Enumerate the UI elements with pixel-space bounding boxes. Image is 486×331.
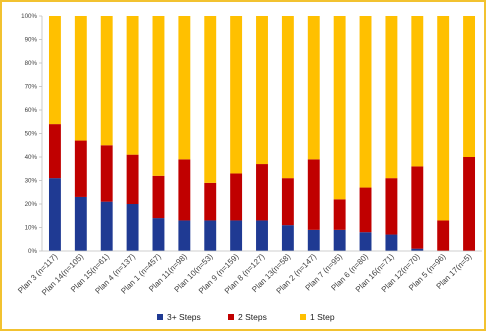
bar-segment — [74, 16, 87, 141]
bar-stack — [48, 16, 61, 251]
bar-segment — [281, 178, 294, 226]
bar-stack — [178, 16, 191, 251]
bar-segment — [126, 16, 139, 155]
bar-segment — [256, 164, 268, 221]
bar-segment — [152, 16, 165, 176]
bar-stack — [152, 16, 165, 251]
y-tick-label: 90% — [25, 37, 38, 44]
legend-label: 3+ Steps — [167, 312, 201, 322]
bar-segment — [256, 16, 268, 165]
y-tick-label: 100% — [21, 13, 37, 20]
bar-segment — [204, 220, 217, 251]
bar-stack — [385, 16, 398, 251]
bar-stack — [204, 16, 217, 251]
bar-segment — [152, 175, 165, 219]
y-tick-label: 80% — [25, 60, 38, 67]
legend-swatch — [228, 314, 234, 320]
bar-segment — [385, 178, 398, 235]
bar-stack — [463, 16, 476, 251]
bar-segment — [152, 218, 165, 251]
y-axis: 0% 10% 20% 30% 40% 50% 60% 70% 80% 90% 100% — [21, 13, 43, 255]
bar-segment — [411, 248, 424, 251]
bars-group — [48, 16, 476, 251]
bar-segment — [359, 232, 372, 251]
bar-segment — [385, 234, 398, 251]
bar-segment — [100, 201, 113, 251]
bar-segment — [126, 204, 139, 251]
bar-segment — [307, 16, 320, 160]
y-tick-label: 40% — [25, 154, 38, 161]
bar-segment — [411, 166, 424, 249]
bar-segment — [230, 173, 243, 221]
bar-stack — [256, 16, 268, 251]
bar-segment — [307, 159, 320, 230]
bar-segment — [333, 229, 346, 251]
bar-segment — [74, 196, 87, 251]
bar-segment — [333, 199, 346, 230]
bar-segment — [178, 220, 191, 251]
bar-stack — [437, 16, 450, 251]
bar-stack — [411, 16, 424, 251]
bar-segment — [204, 182, 217, 221]
legend: 3+ Steps 2 Steps 1 Step — [157, 312, 335, 322]
bar-segment — [281, 16, 294, 179]
y-tick-label: 60% — [25, 107, 38, 114]
bar-segment — [463, 16, 476, 157]
legend-swatch — [157, 314, 163, 320]
bar-segment — [359, 16, 372, 188]
bar-segment — [230, 220, 243, 251]
y-tick-label: 30% — [25, 178, 38, 185]
bar-stack — [307, 16, 320, 251]
bar-segment — [48, 124, 61, 179]
bar-segment — [281, 225, 294, 251]
bar-segment — [48, 178, 61, 251]
bar-segment — [307, 229, 320, 251]
bar-segment — [100, 145, 113, 202]
bar-segment — [48, 16, 61, 125]
bar-segment — [230, 16, 243, 174]
bar-segment — [256, 220, 268, 251]
y-tick-label: 10% — [25, 225, 38, 232]
bar-stack — [74, 16, 87, 251]
bar-stack — [126, 16, 139, 251]
bar-segment — [333, 16, 346, 200]
bar-stack — [281, 16, 294, 251]
bar-segment — [463, 157, 476, 251]
bar-segment — [100, 16, 113, 146]
bar-stack — [100, 16, 113, 251]
bar-segment — [178, 159, 191, 221]
y-tick-label: 70% — [25, 84, 38, 91]
x-axis: Plan 3 (n=117)Plan 14(n=105)Plan 15(n=61… — [16, 250, 482, 297]
bar-segment — [385, 16, 398, 179]
bar-segment — [178, 16, 191, 160]
legend-swatch — [300, 314, 306, 320]
bar-stack — [230, 16, 243, 251]
bar-stack — [359, 16, 372, 251]
bar-segment — [204, 16, 217, 183]
legend-label: 1 Step — [310, 312, 335, 322]
legend-label: 2 Steps — [238, 312, 267, 322]
bar-segment — [437, 220, 450, 251]
bar-segment — [359, 187, 372, 233]
bar-stack — [333, 16, 346, 251]
bar-segment — [126, 154, 139, 204]
bar-segment — [74, 140, 87, 197]
bar-segment — [437, 16, 450, 221]
bar-segment — [411, 16, 424, 167]
y-tick-label: 0% — [28, 248, 37, 255]
y-tick-label: 20% — [25, 201, 38, 208]
y-tick-label: 50% — [25, 131, 38, 138]
